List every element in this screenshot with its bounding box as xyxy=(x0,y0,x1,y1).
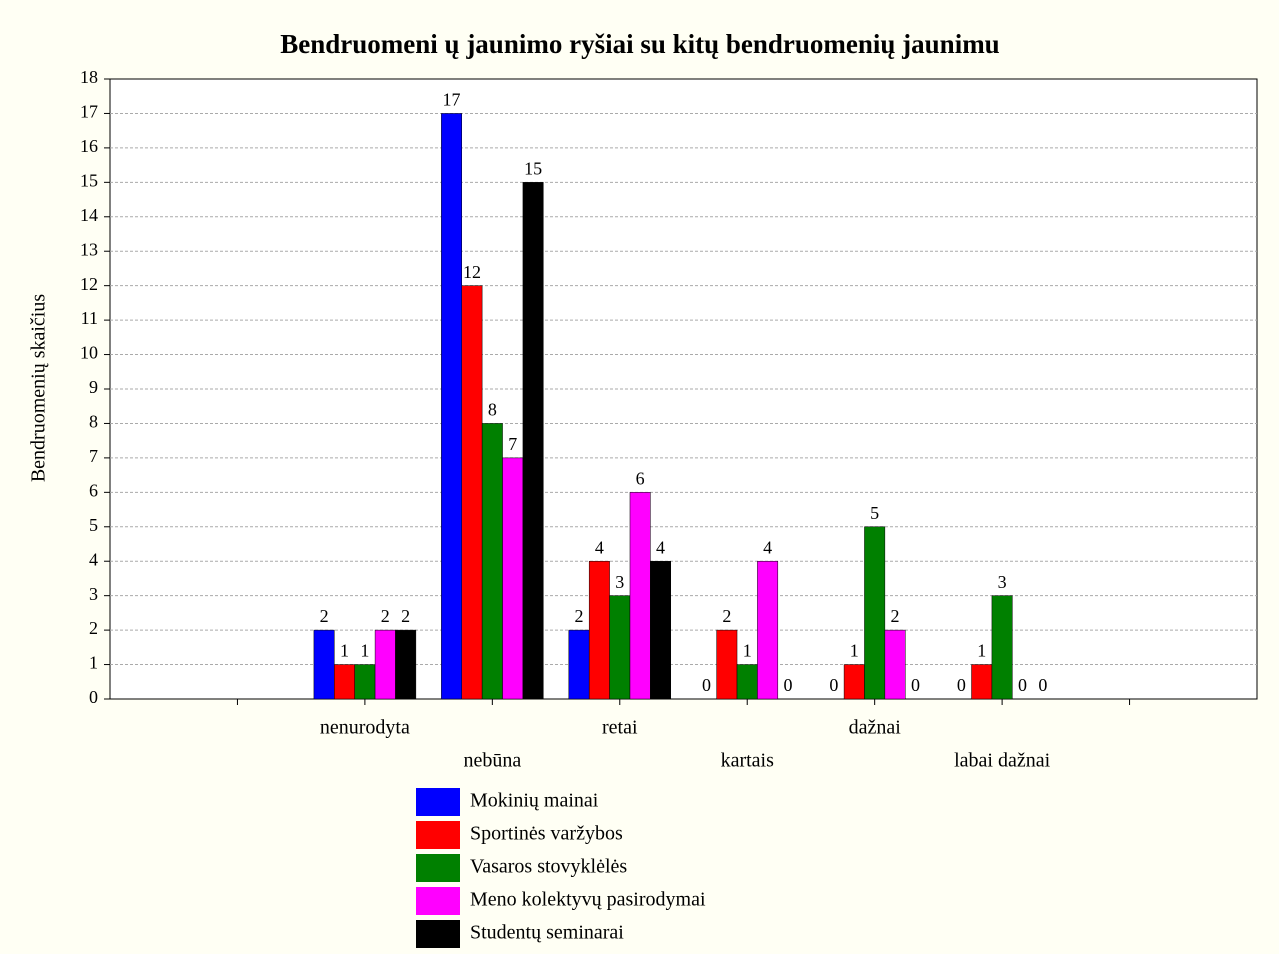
data-label: 5 xyxy=(870,503,879,523)
y-tick-label: 16 xyxy=(80,136,98,156)
data-label: 2 xyxy=(891,606,900,626)
data-label: 0 xyxy=(957,675,966,695)
bar xyxy=(441,113,462,700)
y-tick-label: 0 xyxy=(89,687,98,707)
x-tick-label: nenurodyta xyxy=(320,717,410,739)
data-label: 6 xyxy=(636,468,645,488)
bar xyxy=(971,664,993,700)
y-tick-label: 14 xyxy=(80,205,98,225)
data-label: 2 xyxy=(722,606,731,626)
data-label: 0 xyxy=(911,675,920,695)
bar xyxy=(334,664,355,700)
bar xyxy=(843,664,865,700)
y-tick-label: 12 xyxy=(80,274,98,294)
data-label: 17 xyxy=(443,90,461,110)
bar xyxy=(374,629,396,700)
data-label: 0 xyxy=(702,675,711,695)
x-tick-label: labai dažnai xyxy=(954,750,1050,772)
y-tick-label: 8 xyxy=(89,412,98,432)
bar xyxy=(991,595,1013,700)
data-label: 1 xyxy=(360,641,369,661)
data-label: 1 xyxy=(977,641,986,661)
y-tick-label: 11 xyxy=(81,308,98,328)
legend-label: Mokinių mainai xyxy=(470,790,599,812)
bar xyxy=(461,285,483,700)
data-label: 2 xyxy=(320,606,329,626)
y-tick-label: 5 xyxy=(89,515,98,535)
x-tick-label: retai xyxy=(602,717,638,739)
legend-swatch xyxy=(416,887,460,915)
bar xyxy=(588,560,610,700)
data-label: 7 xyxy=(508,434,517,454)
data-label: 1 xyxy=(340,641,349,661)
y-tick-label: 13 xyxy=(80,239,98,259)
y-tick-label: 3 xyxy=(89,584,98,604)
bar xyxy=(650,560,672,700)
legend-swatch xyxy=(416,788,460,816)
y-tick-label: 9 xyxy=(89,377,98,397)
chart-title: Bendruomeni ų jaunimo ryšiai su kitų ben… xyxy=(280,29,999,59)
legend-label: Meno kolektyvų pasirodymai xyxy=(470,889,706,911)
bar xyxy=(354,664,376,700)
legend-swatch xyxy=(416,821,460,849)
x-tick-label: kartais xyxy=(721,750,775,772)
data-label: 15 xyxy=(524,158,542,178)
data-label: 4 xyxy=(656,537,665,557)
legend-swatch xyxy=(416,854,460,882)
data-label: 3 xyxy=(615,572,624,592)
y-tick-label: 10 xyxy=(80,343,98,363)
legend-label: Vasaros stovyklėlės xyxy=(470,856,627,878)
bar xyxy=(884,629,906,700)
legend-swatch xyxy=(416,920,460,948)
data-label: 3 xyxy=(998,572,1007,592)
bar xyxy=(609,595,631,700)
data-label: 2 xyxy=(381,606,390,626)
y-tick-label: 4 xyxy=(89,549,98,569)
y-tick-label: 18 xyxy=(80,67,98,87)
bar xyxy=(629,492,651,700)
bar xyxy=(736,664,758,700)
data-label: 0 xyxy=(784,675,793,695)
bar xyxy=(716,629,738,700)
bar xyxy=(502,457,524,700)
y-tick-label: 2 xyxy=(89,618,98,638)
data-label: 2 xyxy=(574,606,583,626)
data-label: 0 xyxy=(1038,675,1047,695)
legend-label: Sportinės varžybos xyxy=(470,823,623,845)
data-label: 1 xyxy=(743,641,752,661)
y-axis-label: Bendruomenių skaičius xyxy=(28,294,50,483)
y-tick-label: 1 xyxy=(89,653,98,673)
bar xyxy=(864,526,886,700)
y-tick-label: 15 xyxy=(80,170,98,190)
data-label: 0 xyxy=(829,675,838,695)
data-label: 0 xyxy=(1018,675,1027,695)
data-label: 4 xyxy=(595,537,604,557)
bar xyxy=(757,560,779,700)
y-tick-label: 6 xyxy=(89,480,98,500)
legend-label: Studentų seminarai xyxy=(470,922,624,944)
data-label: 8 xyxy=(488,400,497,420)
y-tick-label: 7 xyxy=(89,446,98,466)
x-tick-label: nebūna xyxy=(463,750,521,772)
x-tick-label: dažnai xyxy=(849,717,902,739)
bar xyxy=(313,629,335,700)
bar xyxy=(568,629,590,700)
y-tick-label: 17 xyxy=(80,102,98,122)
data-label: 1 xyxy=(850,641,859,661)
bar xyxy=(522,182,544,700)
data-label: 12 xyxy=(463,262,481,282)
data-label: 4 xyxy=(763,537,772,557)
bar xyxy=(481,423,503,700)
bar xyxy=(395,629,417,700)
data-label: 2 xyxy=(401,606,410,626)
